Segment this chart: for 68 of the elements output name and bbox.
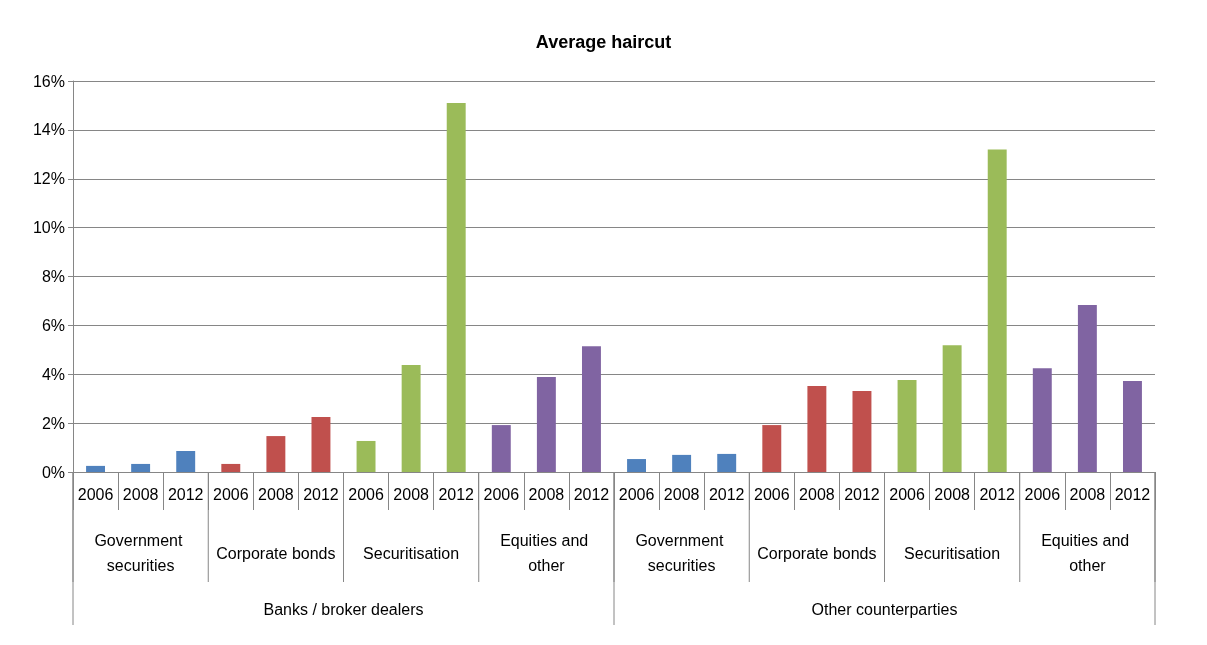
x-tick-label: 2008 [122,485,159,503]
x-tick-label: 2008 [393,485,430,503]
bar [491,425,511,472]
x-tick-label: 2006 [889,485,925,503]
bar [627,459,647,472]
text: Corporate bonds [757,544,877,562]
x-tick-label: 2012 [979,485,1016,503]
text: Equities and other [1041,532,1134,574]
x-tick-label: 2012 [844,485,880,503]
y-tick-label: 10% [32,219,65,237]
text: Banks / broker dealers [263,600,424,618]
x-tick-label: 2012 [573,485,610,503]
bar [852,391,872,472]
x-tick-label: 2012 [708,485,745,503]
bar [1077,305,1097,472]
x-tick-label: 2006 [212,485,249,503]
chart-title: Average haircut [535,32,672,52]
x-tick-label: 2008 [799,485,835,503]
x-tick-label: 2012 [1114,485,1151,503]
bar [987,149,1007,472]
text: Equities and other [500,532,593,574]
y-tick-label: 16% [32,72,65,90]
x-tick-label: 2012 [303,485,339,503]
text: Government securities [635,532,728,574]
x-tick-label: 2006 [77,485,114,503]
bar [446,102,466,472]
x-tick-label: 2008 [258,485,294,503]
text: Corporate bonds [216,544,336,562]
bar [762,425,782,472]
bar [401,364,421,472]
y-tick-label: 8% [41,268,65,285]
bar [1032,368,1052,472]
y-tick-label: 2% [41,414,65,432]
x-tick-label: 2008 [934,485,971,503]
text: Securitisation [363,544,460,562]
bar [221,463,241,472]
x-tick-label: 2012 [167,485,204,503]
bar [86,465,106,472]
bar [266,436,286,472]
y-tick-label: 14% [32,121,65,139]
y-tick-label: 12% [32,170,65,188]
y-tick-label: 4% [41,365,65,383]
bar [311,417,331,472]
bar [356,440,376,472]
bar [717,453,737,472]
x-tick-label: 2006 [753,485,790,503]
bar [536,376,556,472]
y-tick-label: 6% [41,316,65,334]
x-tick-label: 2006 [1024,485,1061,503]
x-tick-label: 2008 [528,485,565,503]
bar [807,385,827,472]
x-tick-label: 2006 [483,485,520,503]
bar [672,454,692,472]
bar [581,346,601,472]
bar [1122,381,1142,472]
bar [131,463,151,472]
bar [942,345,962,472]
text: Securitisation [904,544,1001,562]
bar [897,380,917,472]
y-tick-label: 0% [41,463,65,481]
x-tick-label: 2012 [438,485,475,503]
x-tick-label: 2006 [618,485,655,503]
x-tick-label: 2008 [1069,485,1106,503]
text: Government securities [94,532,187,574]
x-tick-label: 2008 [663,485,700,503]
text: Other counterparties [811,600,958,618]
x-tick-label: 2006 [348,485,384,503]
bar [176,450,196,472]
